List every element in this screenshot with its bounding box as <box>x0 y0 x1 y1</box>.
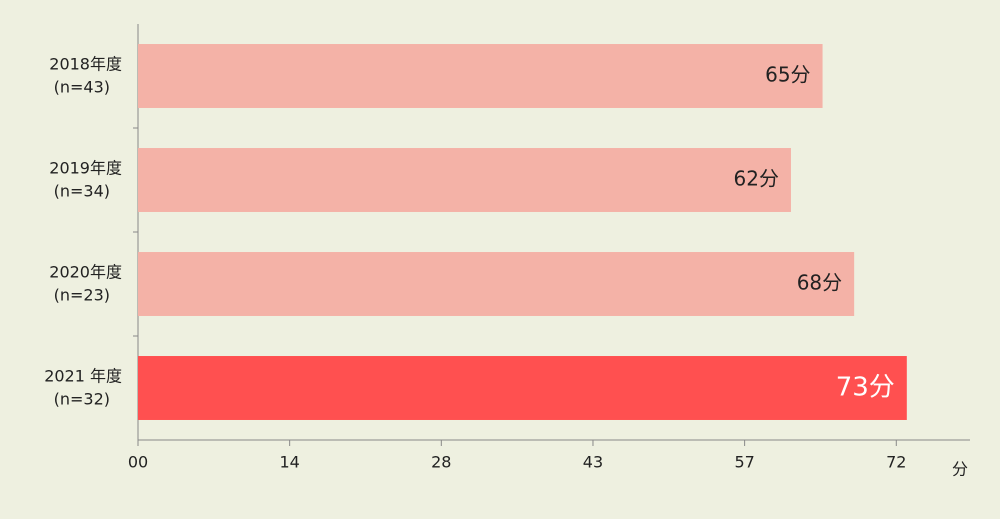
category-label: 2020年度 <box>49 263 122 282</box>
x-tick-label: 14 <box>279 453 299 472</box>
bar <box>138 44 823 108</box>
bar <box>138 252 855 316</box>
x-tick-label: 72 <box>886 453 906 472</box>
sample-size-label: (n=32) <box>54 390 110 409</box>
value-label: 68分 <box>797 271 842 295</box>
x-tick-label: 43 <box>583 453 603 472</box>
sample-size-label: (n=23) <box>54 286 110 305</box>
value-label: 65分 <box>765 63 810 87</box>
category-label: 2019年度 <box>49 159 122 178</box>
bar <box>138 356 907 420</box>
sample-size-label: (n=34) <box>54 182 110 201</box>
category-label: 2018年度 <box>49 55 122 74</box>
sample-size-label: (n=43) <box>54 78 110 97</box>
x-tick-label: 00 <box>128 453 148 472</box>
category-label: 2021 年度 <box>44 367 122 386</box>
x-axis-label: 分 <box>952 460 968 479</box>
value-label: 73分 <box>836 373 895 403</box>
x-tick-label: 57 <box>734 453 754 472</box>
x-tick-label: 28 <box>431 453 451 472</box>
value-label: 62分 <box>734 167 779 191</box>
bar <box>138 148 791 212</box>
